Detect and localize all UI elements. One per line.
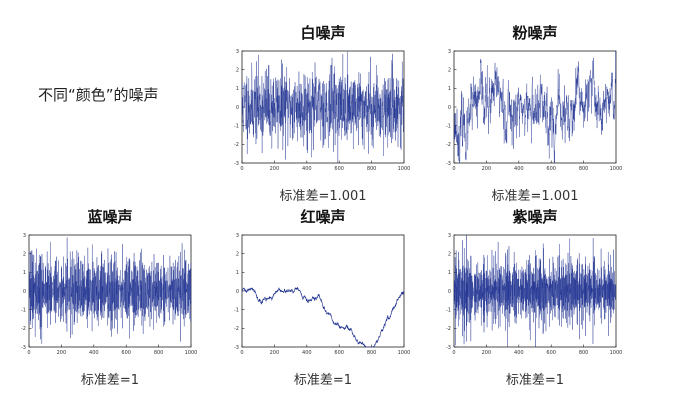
x-tick-label: 1000 xyxy=(610,166,623,172)
panel-title: 粉噪声 xyxy=(512,24,558,42)
y-tick-label: -2 xyxy=(234,326,239,332)
y-tick-label: 2 xyxy=(448,251,451,257)
panel-pink-noise: 粉噪声 0 200 400 600 800 1000 -3 -2 -1 0 1 2 3 标准差=1.00… xyxy=(440,22,630,210)
plot-frame xyxy=(241,234,405,348)
red-noise-plot: 0 200 400 600 800 1000 -3 -2 -1 0 1 2 3 xyxy=(234,233,411,356)
y-tick-label: -3 xyxy=(234,161,239,167)
y-tick-label: 0 xyxy=(448,289,451,295)
y-tick-label: -2 xyxy=(446,326,451,332)
panel-caption: 标准差=1 xyxy=(80,373,140,388)
blue-noise-plot: 0 200 400 600 800 1000 -3 -2 -1 0 1 2 3 xyxy=(21,233,198,356)
y-tick-label: 1 xyxy=(236,86,239,92)
y-tick-label: 3 xyxy=(448,49,451,55)
panel-title: 蓝噪声 xyxy=(87,208,133,226)
blue-noise-series-line xyxy=(28,237,192,345)
violet-noise-plot: 0 200 400 600 800 1000 -3 -2 -1 0 1 2 3 xyxy=(446,233,623,356)
panel-violet-noise: 紫噪声 0 200 400 600 800 1000 -3 -2 -1 0 1 2 3 标准差=1 xyxy=(440,206,630,394)
panel-caption: 标准差=1 xyxy=(293,373,353,388)
red-noise-series-line xyxy=(241,287,405,348)
y-tick-label: 3 xyxy=(236,233,239,239)
y-tick-label: 1 xyxy=(236,270,239,276)
x-tick-label: 1000 xyxy=(398,350,411,356)
y-tick-label: 0 xyxy=(448,105,451,111)
panel-title: 红噪声 xyxy=(300,208,346,226)
panel-caption: 标准差=1.001 xyxy=(279,189,367,204)
y-tick-label: -2 xyxy=(446,142,451,148)
x-tick-label: 600 xyxy=(121,350,131,356)
panel-title: 紫噪声 xyxy=(512,208,558,226)
x-tick-label: 0 xyxy=(240,166,243,172)
violet-noise-series-line xyxy=(453,234,617,348)
y-tick-label: 0 xyxy=(23,289,26,295)
x-tick-label: 0 xyxy=(240,350,243,356)
y-tick-label: -1 xyxy=(234,123,239,129)
y-tick-label: 2 xyxy=(236,251,239,257)
x-tick-label: 600 xyxy=(546,350,556,356)
y-tick-label: -3 xyxy=(446,161,451,167)
x-tick-label: 600 xyxy=(334,350,344,356)
y-tick-label: -2 xyxy=(21,326,26,332)
y-tick-label: 3 xyxy=(236,49,239,55)
x-tick-label: 800 xyxy=(579,166,589,172)
y-tick-label: -1 xyxy=(446,123,451,129)
x-tick-label: 400 xyxy=(302,350,312,356)
x-tick-label: 200 xyxy=(482,166,492,172)
x-tick-label: 200 xyxy=(270,350,280,356)
x-tick-label: 400 xyxy=(514,350,524,356)
y-tick-label: 1 xyxy=(23,270,26,276)
panel-red-noise: 红噪声 0 200 400 600 800 1000 -3 -2 -1 0 1 2 3 标准差=1 xyxy=(228,206,418,394)
y-tick-label: 2 xyxy=(448,67,451,73)
y-tick-label: -1 xyxy=(21,307,26,313)
pink-noise-series-line xyxy=(453,50,617,164)
y-tick-label: -1 xyxy=(234,307,239,313)
x-tick-label: 0 xyxy=(27,350,30,356)
x-tick-label: 800 xyxy=(579,350,589,356)
x-tick-label: 1000 xyxy=(398,166,411,172)
y-tick-label: 2 xyxy=(23,251,26,257)
x-tick-label: 400 xyxy=(514,166,524,172)
panel-caption: 标准差=1.001 xyxy=(491,189,579,204)
x-tick-label: 800 xyxy=(367,166,377,172)
y-tick-label: 1 xyxy=(448,270,451,276)
panel-blue-noise: 蓝噪声 0 200 400 600 800 1000 -3 -2 -1 0 1 2 3 标准差=1 xyxy=(15,206,205,394)
y-tick-label: -3 xyxy=(446,345,451,351)
x-tick-label: 0 xyxy=(452,350,455,356)
y-tick-label: 3 xyxy=(23,233,26,239)
x-tick-label: 200 xyxy=(482,350,492,356)
page-heading: 不同“颜色”的噪声 xyxy=(38,86,159,104)
x-tick-label: 1000 xyxy=(610,350,623,356)
pink-noise-plot: 0 200 400 600 800 1000 -3 -2 -1 0 1 2 3 xyxy=(446,49,623,172)
panel-white-noise: 白噪声 0 200 400 600 800 1000 -3 -2 -1 0 1 2 3 标准差=1.00… xyxy=(228,22,418,210)
x-tick-label: 600 xyxy=(546,166,556,172)
panel-title: 白噪声 xyxy=(300,24,346,42)
x-tick-label: 600 xyxy=(334,166,344,172)
y-tick-label: 0 xyxy=(236,289,239,295)
y-tick-label: 3 xyxy=(448,233,451,239)
x-tick-label: 200 xyxy=(270,166,280,172)
x-tick-label: 400 xyxy=(89,350,99,356)
white-noise-series-line xyxy=(241,51,405,164)
y-tick-label: 1 xyxy=(448,86,451,92)
x-tick-label: 400 xyxy=(302,166,312,172)
white-noise-plot: 0 200 400 600 800 1000 -3 -2 -1 0 1 2 3 xyxy=(234,49,411,172)
y-tick-label: 0 xyxy=(236,105,239,111)
y-tick-label: 2 xyxy=(236,67,239,73)
x-tick-label: 800 xyxy=(154,350,164,356)
x-tick-label: 200 xyxy=(57,350,67,356)
x-tick-label: 1000 xyxy=(185,350,198,356)
y-tick-label: -3 xyxy=(21,345,26,351)
y-tick-label: -2 xyxy=(234,142,239,148)
x-tick-label: 0 xyxy=(452,166,455,172)
panel-caption: 标准差=1 xyxy=(505,373,565,388)
x-tick-label: 800 xyxy=(367,350,377,356)
y-tick-label: -1 xyxy=(446,307,451,313)
y-tick-label: -3 xyxy=(234,345,239,351)
